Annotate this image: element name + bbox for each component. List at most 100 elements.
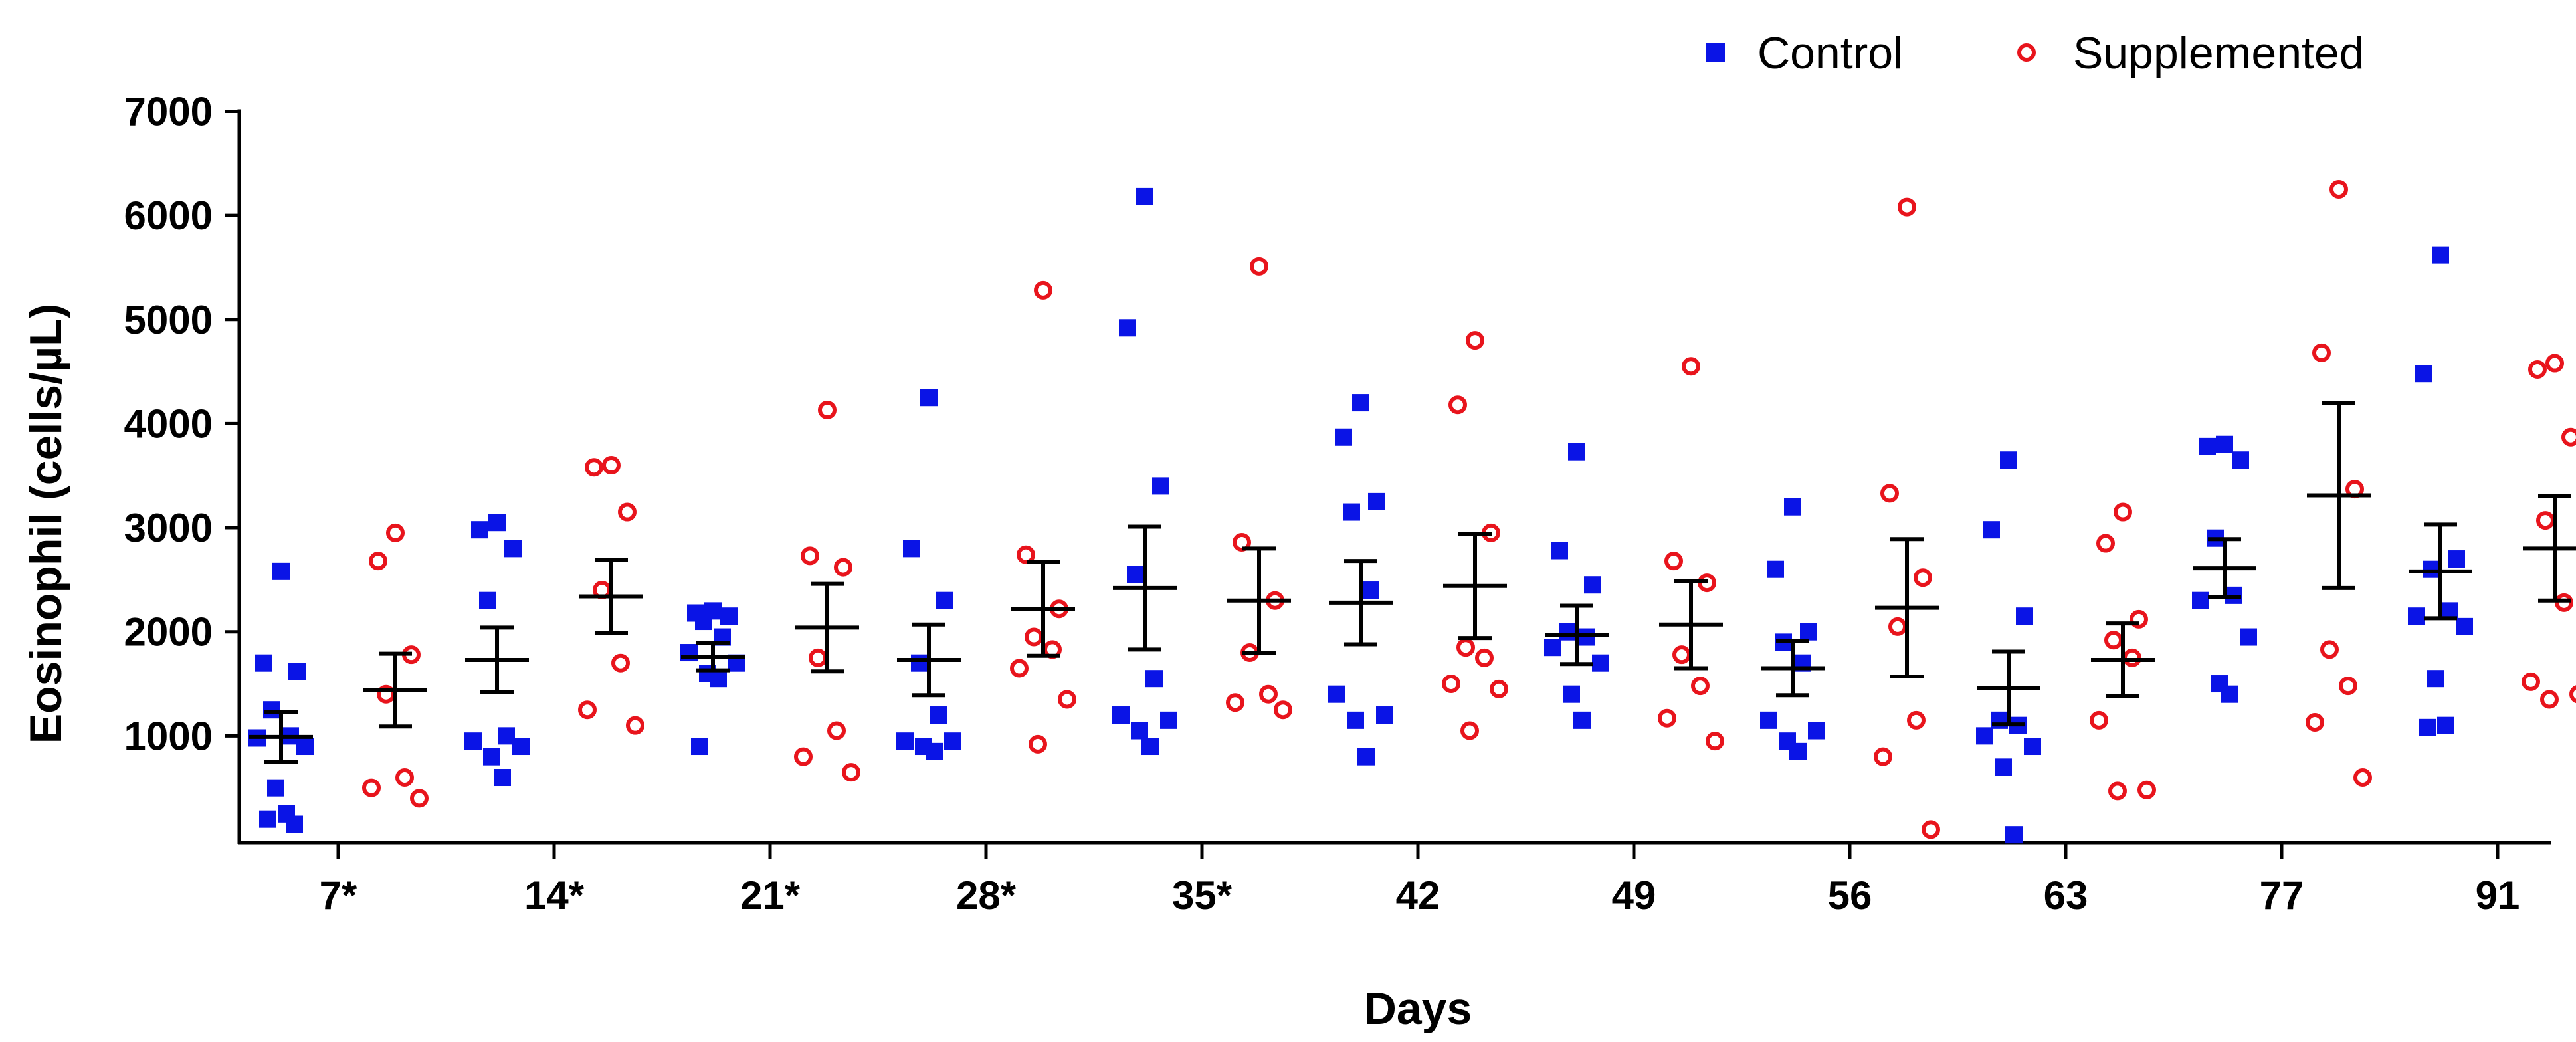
- supplemented-point: [1888, 617, 1907, 636]
- control-point: [2216, 435, 2233, 453]
- control-point: [296, 738, 314, 756]
- control-point: [504, 540, 522, 558]
- supplemented-point: [2522, 672, 2540, 691]
- supplemented-point: [1490, 679, 1508, 698]
- control-point: [1800, 623, 1817, 641]
- control-point: [512, 738, 530, 756]
- supplemented-point: [1874, 747, 1892, 766]
- supplemented-point: [2569, 685, 2576, 704]
- supplemented-point: [834, 558, 852, 577]
- x-tick-label: 49: [1612, 873, 1656, 918]
- control-point: [936, 591, 953, 609]
- supplemented-point: [2339, 677, 2357, 696]
- control-point: [2005, 826, 2023, 844]
- control-point: [1152, 477, 1169, 495]
- control-point: [1352, 394, 1369, 412]
- supplemented-point: [1233, 532, 1251, 552]
- supplemented-point: [1880, 484, 1899, 503]
- data-points: [248, 179, 2576, 844]
- control-point: [2456, 617, 2473, 635]
- supplemented-point: [794, 747, 813, 766]
- supplemented-point: [2123, 648, 2141, 667]
- supplemented-point: [1226, 693, 1244, 712]
- control-point: [272, 562, 290, 580]
- x-tick-label: 42: [1396, 873, 1440, 918]
- supplemented-point: [827, 721, 846, 740]
- legend-control-label: Control: [1757, 28, 1903, 78]
- supplemented-point: [2090, 710, 2108, 730]
- supplemented-point: [2329, 179, 2348, 199]
- supplemented-point: [1259, 684, 1278, 704]
- control-point: [288, 663, 306, 680]
- supplemented-point: [1898, 197, 1916, 217]
- control-point: [1343, 503, 1360, 521]
- control-point: [2232, 451, 2249, 469]
- control-point: [2192, 591, 2209, 609]
- supplemented-point: [1274, 700, 1292, 720]
- control-point: [1361, 581, 1379, 599]
- control-point: [498, 727, 515, 745]
- control-point: [1976, 727, 1993, 745]
- legend-supplemented-label: Supplemented: [2073, 28, 2365, 78]
- x-tick-label: 56: [1828, 873, 1872, 918]
- control-point: [494, 769, 511, 787]
- control-point: [1573, 711, 1591, 729]
- legend-supplemented-marker: [2017, 43, 2036, 62]
- control-point: [920, 389, 938, 407]
- y-tick-label: 2000: [124, 610, 213, 655]
- control-point: [710, 670, 727, 688]
- supplemented-point: [2096, 534, 2115, 553]
- supplemented-point: [395, 768, 414, 787]
- control-point: [1592, 654, 1609, 672]
- control-point: [1131, 722, 1148, 740]
- supplemented-point: [2528, 360, 2547, 379]
- control-point: [1368, 492, 1385, 510]
- supplemented-point: [1658, 708, 1676, 728]
- control-point: [471, 521, 488, 539]
- control-point: [488, 514, 506, 532]
- y-tick-label: 1000: [124, 714, 213, 758]
- control-point: [2423, 560, 2440, 578]
- supplemented-point: [809, 648, 827, 667]
- control-point: [2000, 451, 2017, 469]
- supplemented-point: [2540, 690, 2559, 709]
- supplemented-point: [410, 789, 429, 808]
- control-point: [926, 742, 943, 760]
- control-point: [286, 815, 303, 833]
- supplemented-point: [2536, 511, 2555, 530]
- y-tick-label: 3000: [124, 506, 213, 550]
- control-point: [259, 810, 276, 828]
- control-point: [2024, 738, 2041, 756]
- supplemented-point: [1034, 280, 1052, 300]
- control-point: [695, 613, 712, 631]
- control-point: [1577, 628, 1595, 646]
- supplemented-point: [2561, 427, 2576, 447]
- control-point: [1983, 521, 2000, 539]
- x-axis-title: Days: [1364, 984, 1472, 1034]
- control-point: [2221, 685, 2238, 703]
- control-point: [2437, 716, 2454, 734]
- x-ticks: 7* 14* 21* 28* 35* 42 49 56 63 77 91: [320, 843, 2520, 918]
- control-point: [720, 607, 738, 625]
- supplemented-point: [1058, 690, 1076, 709]
- supplemented-point: [818, 401, 837, 420]
- control-point: [1760, 711, 1777, 729]
- supplemented-point: [1907, 710, 1926, 730]
- control-point: [1160, 711, 1177, 729]
- control-point: [944, 732, 961, 750]
- supplemented-point: [578, 700, 597, 720]
- control-point: [1995, 758, 2012, 776]
- control-point: [1563, 685, 1580, 703]
- axes: [237, 109, 2551, 845]
- supplemented-point: [1442, 675, 1460, 694]
- x-tick-label: 7*: [320, 873, 357, 918]
- supplemented-point: [842, 763, 860, 782]
- supplemented-point: [626, 716, 644, 735]
- supplemented-point: [1017, 545, 1035, 564]
- control-point: [1544, 639, 1561, 657]
- x-tick-label: 14*: [524, 873, 585, 918]
- control-point: [691, 738, 708, 756]
- x-tick-label: 35*: [1172, 873, 1233, 918]
- supplemented-point: [1706, 732, 1724, 751]
- control-point: [1328, 685, 1345, 703]
